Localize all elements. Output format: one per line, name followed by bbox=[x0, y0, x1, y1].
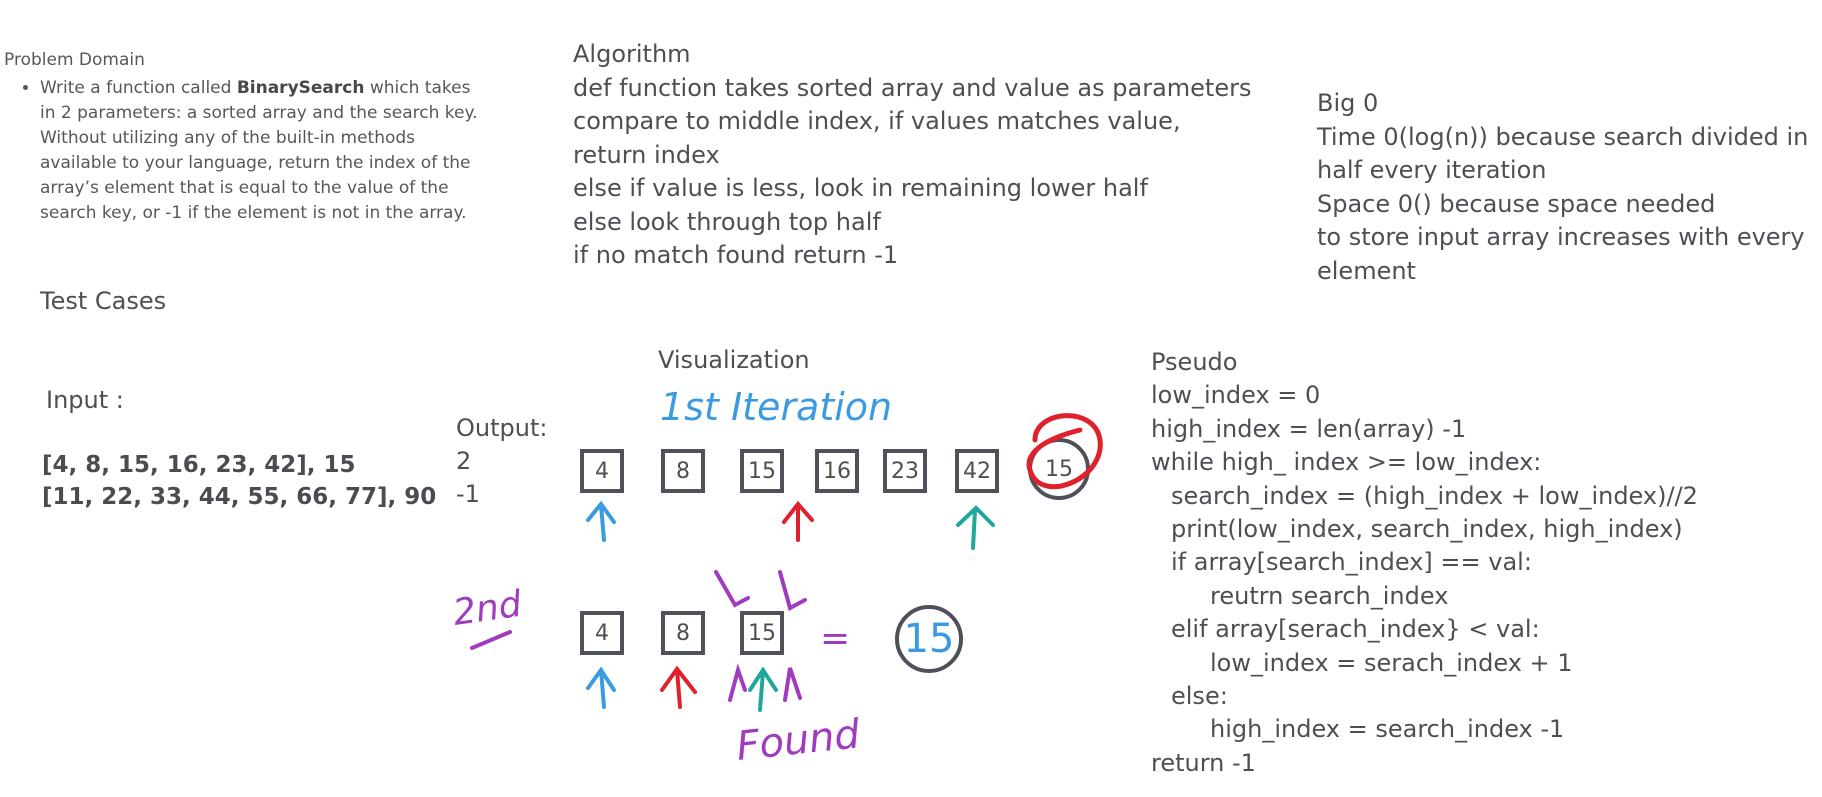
array-cell: 15 bbox=[740, 611, 784, 655]
algorithm-line: compare to middle index, if values match… bbox=[573, 107, 1181, 135]
bullet-text: which takes bbox=[364, 78, 471, 98]
test-input: [4, 8, 15, 16, 23, 42], 15 bbox=[42, 452, 356, 478]
pointer-arrow bbox=[728, 663, 747, 702]
bullet-text: search key, or -1 if the element is not … bbox=[40, 203, 467, 223]
input-label: Input : bbox=[46, 386, 124, 414]
algorithm-line: else if value is less, look in remaining… bbox=[573, 174, 1148, 202]
pseudo-line: reutrn search_index bbox=[1210, 581, 1449, 610]
big-o-title: Big 0 bbox=[1317, 89, 1379, 117]
iteration-1-label: 1st Iteration bbox=[660, 385, 892, 429]
big-o-line: to store input array increases with ever… bbox=[1317, 223, 1805, 251]
pseudo-line: if array[search_index] == val: bbox=[1171, 548, 1532, 577]
big-o-line: half every iteration bbox=[1317, 156, 1547, 184]
bullet-text: in 2 parameters: a sorted array and the … bbox=[40, 103, 478, 123]
mid-pointer-arrow bbox=[782, 500, 814, 542]
array-cell: 4 bbox=[580, 449, 624, 493]
function-name: BinarySearch bbox=[236, 78, 365, 98]
algorithm-line: return index bbox=[573, 140, 720, 169]
high-pointer-arrow bbox=[956, 505, 995, 550]
pseudo-line: else: bbox=[1171, 682, 1228, 711]
pseudo-line: low_index = serach_index + 1 bbox=[1210, 648, 1573, 677]
array-cell: 4 bbox=[580, 611, 624, 655]
array-cell: 8 bbox=[661, 449, 705, 493]
found-target-value: 15 bbox=[903, 616, 955, 662]
pseudo-line: high_index = len(array) -1 bbox=[1151, 414, 1467, 443]
low-pointer-arrow bbox=[586, 666, 616, 709]
algorithm-title: Algorithm bbox=[573, 40, 691, 68]
high-pointer-arrow bbox=[748, 666, 778, 712]
pseudo-title: Pseudo bbox=[1151, 348, 1238, 376]
test-input: [11, 22, 33, 44, 55, 66, 77], 90 bbox=[42, 484, 437, 510]
bullet-text: Without utilizing any of the built-in me… bbox=[40, 128, 416, 148]
test-output: 2 bbox=[456, 447, 472, 475]
pseudo-line: search_index = (high_index + low_index)/… bbox=[1171, 481, 1698, 510]
problem-domain-bullet: Write a function called BinarySearch whi… bbox=[40, 76, 478, 226]
algorithm-line: if no match found return -1 bbox=[573, 241, 899, 269]
big-o-line: Space 0() because space needed bbox=[1317, 189, 1716, 218]
problem-domain: Problem Domain Write a function called B… bbox=[4, 50, 478, 226]
test-cases-title: Test Cases bbox=[40, 287, 167, 315]
bullet-text: available to your language, return the i… bbox=[40, 153, 471, 173]
big-o-section: Big 0 Time 0(log(n)) because search divi… bbox=[1317, 87, 1808, 288]
algorithm-section: Algorithm def function takes sorted arra… bbox=[573, 38, 1251, 273]
big-o-line: Time 0(log(n)) because search divided in bbox=[1317, 122, 1809, 151]
test-output: -1 bbox=[456, 480, 480, 508]
array-cell: 15 bbox=[740, 449, 784, 493]
array-cell: 23 bbox=[883, 449, 927, 493]
algorithm-line: def function takes sorted array and valu… bbox=[573, 73, 1252, 102]
found-target-circle: 15 bbox=[895, 605, 963, 673]
mid-pointer-arrow bbox=[660, 665, 697, 709]
target-highlight-ring bbox=[1026, 413, 1103, 490]
equals-sign: = bbox=[820, 618, 850, 659]
output-label: Output: bbox=[456, 414, 548, 442]
pseudo-line: high_index = search_index -1 bbox=[1210, 715, 1565, 744]
underline-stroke bbox=[470, 630, 512, 650]
problem-domain-heading: Problem Domain bbox=[4, 50, 145, 70]
bullet-text: Write a function called bbox=[40, 78, 237, 98]
visualization-title: Visualization bbox=[658, 346, 810, 374]
pseudo-line: print(low_index, search_index, high_inde… bbox=[1171, 515, 1683, 544]
array-cell: 16 bbox=[815, 449, 859, 493]
found-label: Found bbox=[734, 711, 862, 770]
test-inputs: [4, 8, 15, 16, 23, 42], 15 [11, 22, 33, … bbox=[42, 449, 436, 513]
bullet-text: array’s element that is equal to the val… bbox=[40, 178, 449, 198]
big-o-line: element bbox=[1317, 256, 1416, 285]
focus-marks bbox=[714, 570, 807, 611]
low-pointer-arrow bbox=[586, 500, 616, 542]
array-cell: 8 bbox=[661, 611, 705, 655]
problem-domain-list: Write a function called BinarySearch whi… bbox=[4, 76, 478, 226]
pseudo-line: while high_ index >= low_index: bbox=[1151, 448, 1542, 477]
pseudo-line: return -1 bbox=[1151, 748, 1256, 777]
test-outputs: Output: 2 -1 bbox=[456, 412, 547, 511]
pseudo-line: elif array[serach_index} < val: bbox=[1171, 615, 1540, 644]
pointer-arrow bbox=[783, 667, 802, 702]
array-cell: 42 bbox=[955, 449, 999, 493]
iteration-2-label: 2nd bbox=[451, 584, 526, 634]
pseudo-line: low_index = 0 bbox=[1151, 381, 1321, 410]
pseudo-section: Pseudo low_index = 0 high_index = len(ar… bbox=[1151, 346, 1698, 780]
algorithm-line: else look through top half bbox=[573, 207, 881, 236]
